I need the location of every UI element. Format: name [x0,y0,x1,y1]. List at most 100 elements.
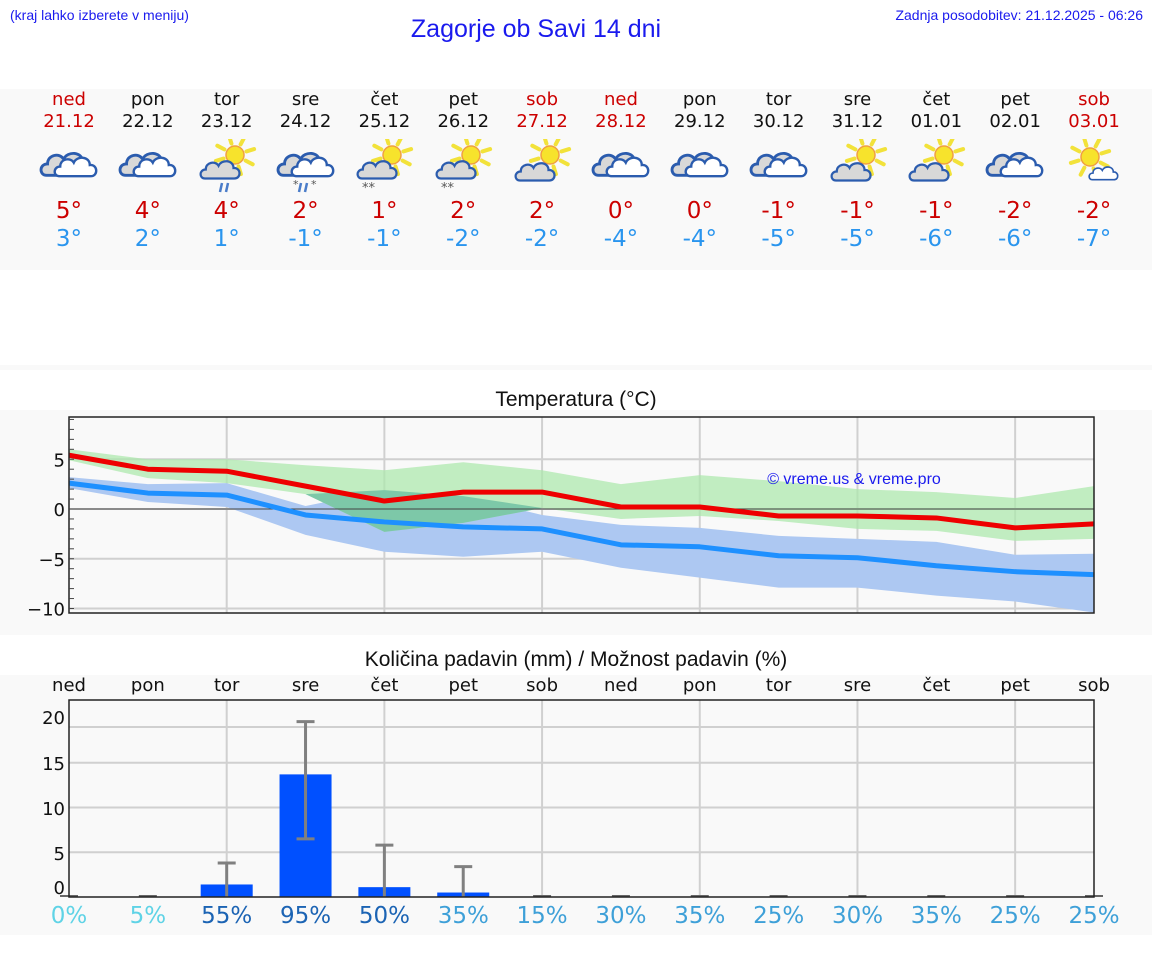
partly-sunny-icon [826,133,890,193]
precip-probability: 0% [50,903,88,929]
precip-probability: 35% [437,903,489,929]
day-forecast: ned 28.12 0° -4° [581,89,661,259]
day-forecast: čet 25.12 ** 1° -1° [344,89,424,259]
max-temperature: -2° [997,198,1033,224]
day-date: 23.12 [200,111,253,132]
partly-sunny-snow-icon: ** [352,133,416,196]
precip-probability: 30% [595,903,647,929]
min-temperature: 2° [134,226,161,252]
day-forecast: sre 31.12 -1° -5° [818,89,898,259]
day-forecast: čet 01.01 -1° -6° [896,89,976,259]
cloudy-icon [116,139,180,193]
precip-day-label: sob [526,675,558,696]
y-tick-label: 0 [54,878,65,899]
min-temperature: -4° [603,226,639,252]
temperature-chart-title: Temperatura (°C) [495,388,657,411]
svg-text:*: * [311,178,317,191]
max-temperature: 2° [529,198,556,224]
partly-sunny-rain-icon [195,133,259,193]
max-temperature: -1° [919,198,954,224]
precip-day-label: pon [682,675,717,696]
min-temperature: 3° [55,226,83,252]
precip-day-label: pet [448,675,479,696]
svg-text:**: ** [362,181,376,193]
max-temperature: -1° [840,198,875,224]
precip-day-label: sre [843,675,872,696]
min-temperature: -2° [446,226,481,252]
max-temperature: -2° [1076,198,1112,224]
svg-text:*: * [293,178,299,191]
precip-day-label: čet [922,675,951,696]
min-temperature: -7° [1076,226,1112,252]
day-forecast: sre 24.12 * * 2° -1° [266,89,346,259]
day-date: 27.12 [516,111,568,132]
min-temperature: -6° [997,226,1033,252]
day-date: 22.12 [122,111,174,132]
day-forecast: pon 29.12 0° -4° [660,89,740,259]
separator-band [0,365,1152,370]
cloudy-icon [983,139,1047,193]
max-temperature: 2° [292,198,319,224]
min-temperature: -4° [682,226,718,252]
day-forecast: pet 26.12 ** 2° -2° [423,89,503,259]
day-date: 28.12 [595,111,647,132]
partly-sunny-icon [904,133,968,193]
precip-day-label: tor [213,675,240,696]
day-name: pet [448,89,479,110]
y-tick-label: −10 [27,600,65,621]
precipitation-chart-area [0,675,1152,935]
location-menu-hint: (kraj lahko izberete v meniju) [10,7,189,23]
precip-probability: 95% [279,903,332,929]
min-temperature: -6° [919,226,954,252]
precip-day-label: sre [291,675,320,696]
precip-probability: 50% [358,903,410,929]
day-forecast: ned 21.12 5° 3° [29,89,109,259]
day-date: 29.12 [674,111,726,132]
page-title: Zagorje ob Savi 14 dni [410,15,662,43]
cloudy-sleet-icon: * * [274,139,338,193]
precip-probability: 25% [1068,903,1120,929]
day-name: ned [52,89,86,110]
day-date: 26.12 [437,111,490,132]
day-name: ned [603,89,638,110]
min-temperature: -5° [761,226,796,252]
max-temperature: 0° [607,198,634,224]
precip-probability: 25% [753,903,805,929]
cloudy-icon [747,139,811,193]
day-date: 30.12 [752,111,805,132]
max-temperature: -1° [761,198,796,224]
day-name: sre [291,89,320,110]
day-date: 31.12 [831,111,884,132]
precip-day-label: čet [370,675,399,696]
day-forecast: tor 23.12 4° 1° [187,89,267,259]
min-temperature: -1° [288,226,323,252]
y-tick-label: 20 [42,708,65,729]
min-temperature: -1° [367,226,402,252]
day-name: pet [1000,89,1030,110]
precipitation-chart-title: Količina padavin (mm) / Možnost padavin … [364,648,788,671]
day-name: tor [765,89,792,110]
max-temperature: 4° [134,198,161,224]
day-name: tor [213,89,240,110]
temperature-chart: 5 0 −5 −10 © vreme.us & vreme.pro [27,416,1095,621]
cloudy-icon [37,139,101,193]
day-date: 25.12 [358,111,411,132]
day-name: čet [922,89,951,110]
precip-day-label: pon [130,675,165,696]
precip-probability: 5% [129,903,167,929]
precip-day-label: ned [52,675,86,696]
partly-sunny-icon [510,133,574,193]
precip-probability: 30% [831,903,884,929]
max-temperature: 2° [450,198,477,224]
y-tick-label: 5 [54,450,65,471]
min-temperature: -5° [840,226,875,252]
cloudy-icon [589,139,653,193]
mostly-sunny-icon [1062,135,1126,193]
day-forecast: sob 03.01 -2° -7° [1054,89,1134,259]
day-forecast: tor 30.12 -1° -5° [739,89,819,259]
max-temperature: 5° [55,198,83,224]
daily-forecast-strip [0,89,1152,270]
day-date: 03.01 [1068,111,1120,132]
day-name: pon [682,89,717,110]
day-forecast: sob 27.12 2° -2° [502,89,582,259]
